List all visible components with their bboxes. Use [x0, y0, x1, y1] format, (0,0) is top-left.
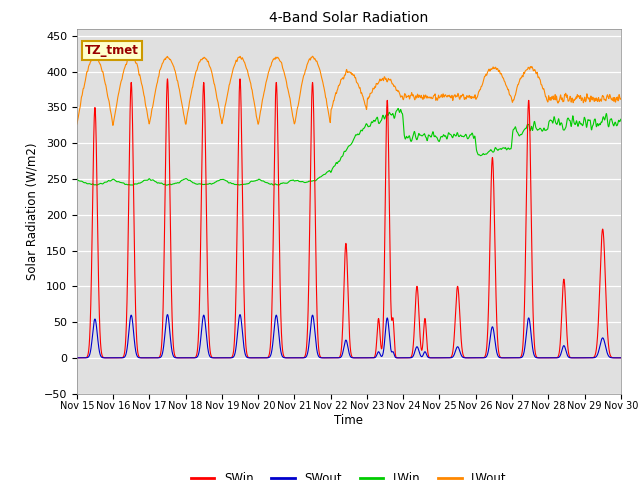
- Y-axis label: Solar Radiation (W/m2): Solar Radiation (W/m2): [25, 143, 38, 280]
- Line: LWout: LWout: [77, 56, 621, 125]
- SWin: [330, 355, 338, 360]
- SWout: [588, 355, 595, 360]
- LWin: [617, 116, 625, 122]
- LWout: [471, 94, 479, 99]
- LWout: [109, 122, 116, 128]
- SWin: [73, 355, 81, 360]
- LWout: [331, 96, 339, 101]
- Line: SWout: SWout: [77, 314, 621, 358]
- SWout: [164, 312, 172, 317]
- SWin: [164, 76, 172, 82]
- SWin: [363, 355, 371, 360]
- SWout: [363, 355, 371, 360]
- Text: TZ_tmet: TZ_tmet: [85, 44, 139, 57]
- LWout: [92, 53, 99, 59]
- LWin: [486, 148, 493, 154]
- Legend: SWin, SWout, LWin, LWout: SWin, SWout, LWin, LWout: [186, 468, 511, 480]
- SWin: [471, 355, 479, 360]
- LWin: [73, 176, 81, 181]
- X-axis label: Time: Time: [334, 414, 364, 427]
- SWin: [594, 324, 602, 330]
- SWout: [330, 355, 338, 360]
- LWin: [258, 178, 266, 184]
- LWin: [588, 127, 595, 132]
- SWout: [617, 355, 625, 360]
- SWout: [471, 355, 479, 360]
- Title: 4-Band Solar Radiation: 4-Band Solar Radiation: [269, 11, 428, 25]
- SWout: [258, 355, 266, 360]
- SWin: [617, 355, 625, 360]
- LWin: [163, 182, 170, 188]
- SWin: [588, 355, 595, 360]
- SWout: [486, 337, 493, 343]
- LWout: [258, 101, 266, 107]
- LWout: [588, 95, 595, 101]
- LWout: [594, 97, 602, 103]
- SWout: [73, 355, 81, 360]
- LWout: [73, 121, 81, 127]
- LWin: [594, 122, 602, 128]
- SWin: [486, 240, 493, 246]
- SWin: [258, 355, 266, 360]
- LWin: [330, 163, 338, 169]
- Line: LWin: LWin: [77, 108, 621, 185]
- LWout: [617, 96, 625, 101]
- Line: SWin: SWin: [77, 79, 621, 358]
- LWin: [394, 106, 402, 111]
- LWin: [471, 133, 479, 139]
- SWout: [594, 350, 602, 356]
- LWout: [486, 68, 493, 74]
